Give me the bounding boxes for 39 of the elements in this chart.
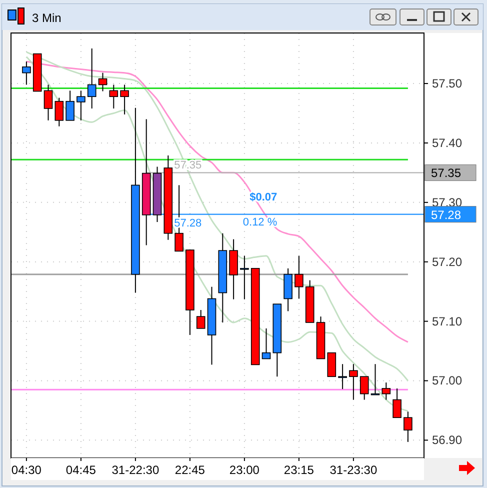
candlestick bbox=[240, 255, 249, 300]
x-tick-label: 23:15 bbox=[284, 463, 314, 477]
y-tick-label: 57.30 bbox=[432, 195, 462, 210]
candlestick bbox=[87, 48, 96, 109]
candlestick bbox=[196, 309, 206, 329]
y-tick-label: 57.10 bbox=[432, 314, 462, 328]
candlestick bbox=[22, 61, 31, 86]
candlestick bbox=[66, 90, 74, 121]
candlestick bbox=[120, 84, 129, 115]
candlestick bbox=[338, 364, 347, 390]
annotation: 0.12 % bbox=[242, 216, 278, 228]
candlestick bbox=[360, 376, 369, 400]
x-tick-label: 23:00 bbox=[229, 463, 260, 477]
candlestick bbox=[327, 352, 336, 377]
x-tick-label: 31-22:30 bbox=[112, 463, 160, 477]
candlestick bbox=[44, 84, 53, 121]
candlestick bbox=[294, 255, 304, 300]
x-tick-label: 04:45 bbox=[66, 463, 96, 477]
candlestick bbox=[109, 84, 118, 109]
y-tick-label: 57.00 bbox=[432, 374, 462, 388]
candlestick bbox=[382, 382, 391, 400]
candlestick bbox=[76, 90, 86, 121]
x-tick-label: 22:45 bbox=[174, 463, 206, 477]
annotation: $0.07 bbox=[250, 191, 278, 204]
candlestick bbox=[98, 72, 108, 92]
ref-line-label: 57.35 bbox=[431, 166, 462, 180]
candlestick bbox=[392, 388, 402, 418]
x-tick-label: 31-23:30 bbox=[330, 463, 378, 477]
candlestick bbox=[404, 411, 412, 442]
ref-line-label: 57.28 bbox=[431, 208, 462, 222]
y-tick-label: 57.50 bbox=[432, 76, 462, 91]
y-tick-label: 56.90 bbox=[432, 433, 462, 448]
x-tick-label: 04:30 bbox=[11, 463, 42, 477]
candlestick bbox=[262, 328, 271, 360]
y-tick-label: 57.40 bbox=[432, 136, 462, 150]
y-tick-label: 57.20 bbox=[432, 254, 462, 269]
chart-title: 3 Min bbox=[32, 11, 62, 25]
candlestick bbox=[54, 97, 64, 127]
candlestick bbox=[349, 364, 358, 400]
